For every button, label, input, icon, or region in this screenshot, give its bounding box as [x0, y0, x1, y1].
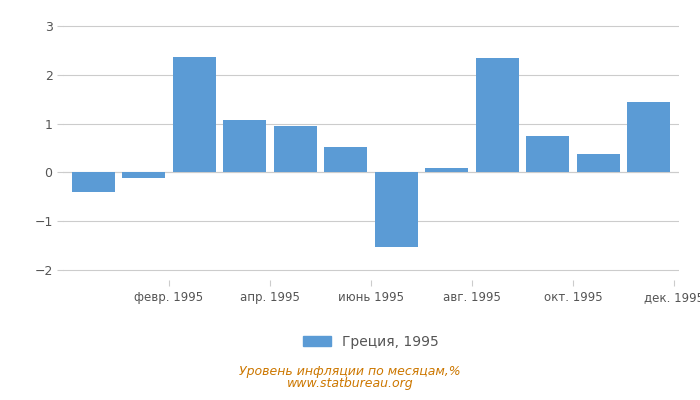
Bar [374, 172, 418, 247]
Legend: Греция, 1995: Греция, 1995 [298, 329, 444, 354]
Bar [526, 136, 569, 172]
Bar [72, 172, 115, 192]
Bar [324, 147, 368, 172]
Bar [274, 126, 316, 172]
Bar [426, 168, 468, 172]
Bar [627, 102, 670, 172]
Bar [476, 58, 519, 172]
Bar [122, 172, 165, 178]
Text: Уровень инфляции по месяцам,%: Уровень инфляции по месяцам,% [239, 366, 461, 378]
Bar [577, 154, 620, 172]
Bar [223, 120, 266, 172]
Bar [173, 56, 216, 172]
Text: www.statbureau.org: www.statbureau.org [287, 378, 413, 390]
